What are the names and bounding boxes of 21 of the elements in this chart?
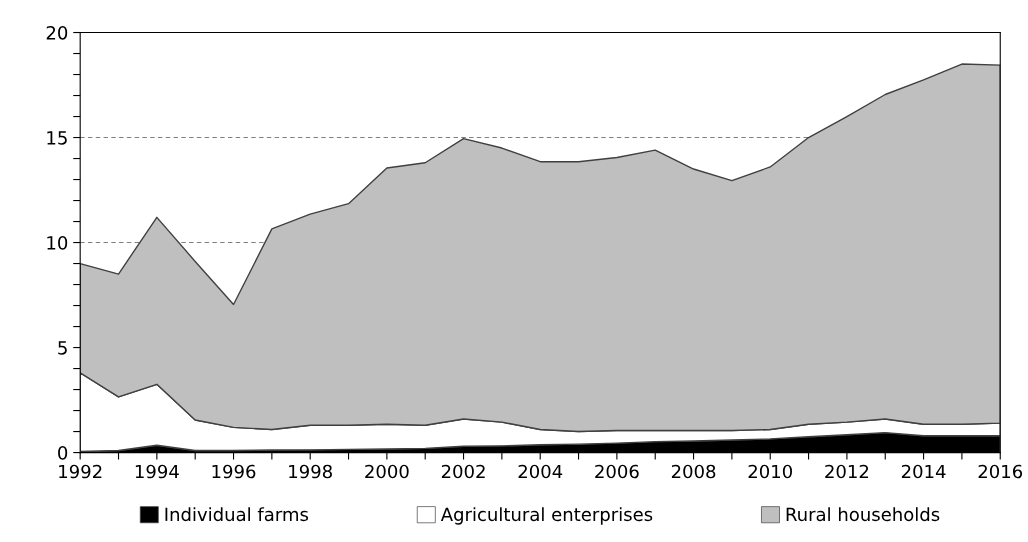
x-tick-label: 1998 [289,464,332,479]
y-tick-label: 5 [58,341,67,355]
x-tick-label: 2000 [365,464,409,479]
legend-label: Rural households [786,507,940,522]
y-tick-label: 10 [47,236,68,250]
x-tick-label: 2012 [825,464,869,479]
x-tick-label: 2008 [671,464,716,479]
y-tick-label: 0 [58,446,68,460]
x-tick-label: 1996 [212,464,256,479]
x-tick-label: 1994 [135,464,179,479]
x-tick-label: 2002 [441,464,485,479]
x-tick-label: 2010 [748,464,792,479]
legend-label: Agricultural enterprises [440,507,653,525]
x-tick-label: 1992 [59,464,102,479]
x-tick-label: 2016 [978,464,1023,479]
legend-label: Individual farms [165,507,309,522]
x-tick-label: 2014 [901,464,946,479]
y-tick-label: 15 [47,131,67,145]
x-tick-label: 2006 [595,464,639,479]
x-tick-label: 2004 [518,464,563,479]
y-tick-label: 20 [46,25,68,40]
